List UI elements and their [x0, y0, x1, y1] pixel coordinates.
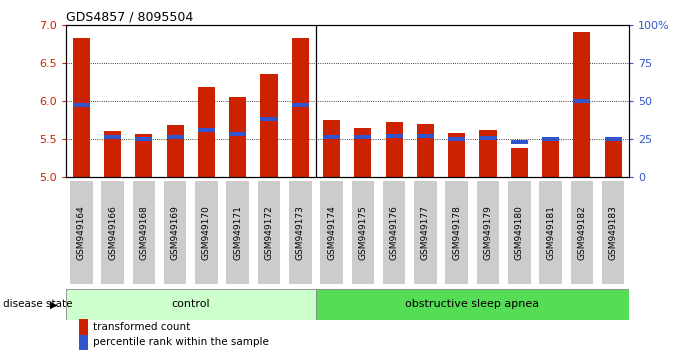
Bar: [417, 124, 434, 177]
Bar: [574, 32, 591, 177]
Text: GSM949176: GSM949176: [390, 205, 399, 260]
Text: GSM949168: GSM949168: [140, 205, 149, 260]
Bar: [542, 139, 559, 177]
Text: GSM949164: GSM949164: [77, 205, 86, 260]
Text: GSM949166: GSM949166: [108, 205, 117, 260]
Text: GSM949172: GSM949172: [265, 205, 274, 260]
Bar: [198, 128, 215, 132]
Text: control: control: [171, 299, 210, 309]
Bar: [321, 182, 343, 284]
Bar: [417, 134, 434, 138]
Bar: [167, 125, 184, 177]
Text: GSM949169: GSM949169: [171, 205, 180, 260]
Bar: [574, 99, 591, 103]
Bar: [135, 137, 153, 141]
Bar: [540, 182, 562, 284]
Bar: [480, 130, 497, 177]
Bar: [354, 127, 372, 177]
Text: GSM949179: GSM949179: [484, 205, 493, 260]
Bar: [323, 120, 340, 177]
Bar: [352, 182, 374, 284]
Bar: [414, 182, 437, 284]
Bar: [198, 87, 215, 177]
Text: GSM949183: GSM949183: [609, 205, 618, 260]
Bar: [383, 182, 406, 284]
Text: GSM949178: GSM949178: [452, 205, 461, 260]
Bar: [602, 182, 625, 284]
Bar: [571, 182, 593, 284]
Bar: [480, 136, 497, 140]
Bar: [195, 182, 218, 284]
Bar: [386, 134, 403, 138]
Text: GSM949173: GSM949173: [296, 205, 305, 260]
Bar: [229, 132, 246, 136]
Bar: [229, 97, 246, 177]
Bar: [104, 131, 121, 177]
Text: disease state: disease state: [3, 299, 73, 309]
Bar: [73, 39, 90, 177]
Bar: [605, 139, 622, 177]
Bar: [542, 137, 559, 141]
Text: percentile rank within the sample: percentile rank within the sample: [93, 337, 269, 348]
Bar: [354, 135, 372, 138]
Text: ▶: ▶: [50, 299, 57, 309]
Bar: [135, 135, 153, 177]
Bar: [316, 289, 629, 320]
Text: obstructive sleep apnea: obstructive sleep apnea: [406, 299, 540, 309]
Bar: [511, 148, 528, 177]
Bar: [448, 137, 465, 141]
Bar: [323, 135, 340, 138]
Bar: [133, 182, 155, 284]
Text: GSM949170: GSM949170: [202, 205, 211, 260]
Bar: [511, 140, 528, 144]
Bar: [227, 182, 249, 284]
Text: GSM949177: GSM949177: [421, 205, 430, 260]
Text: GSM949181: GSM949181: [546, 205, 555, 260]
Bar: [292, 39, 309, 177]
Bar: [261, 117, 278, 121]
Bar: [261, 74, 278, 177]
Text: GDS4857 / 8095504: GDS4857 / 8095504: [66, 11, 193, 24]
Text: GSM949174: GSM949174: [327, 205, 336, 260]
Bar: [66, 289, 316, 320]
Text: transformed count: transformed count: [93, 321, 191, 332]
Bar: [292, 103, 309, 107]
Text: GSM949182: GSM949182: [578, 205, 587, 260]
Bar: [446, 182, 468, 284]
Bar: [605, 137, 622, 141]
Bar: [289, 182, 312, 284]
Bar: [164, 182, 187, 284]
Bar: [70, 182, 93, 284]
Bar: [258, 182, 281, 284]
Text: GSM949175: GSM949175: [359, 205, 368, 260]
Bar: [448, 133, 465, 177]
Bar: [102, 182, 124, 284]
Text: GSM949171: GSM949171: [234, 205, 243, 260]
Bar: [477, 182, 500, 284]
Bar: [386, 122, 403, 177]
Bar: [104, 135, 121, 138]
Text: GSM949180: GSM949180: [515, 205, 524, 260]
Bar: [73, 103, 90, 107]
Bar: [508, 182, 531, 284]
Bar: [167, 135, 184, 138]
